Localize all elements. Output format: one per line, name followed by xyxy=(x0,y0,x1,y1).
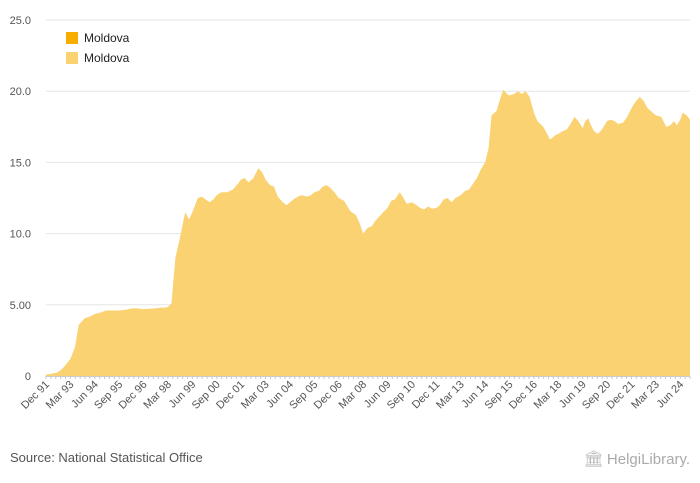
legend-item[interactable]: Moldova xyxy=(66,48,129,68)
x-tick-label: Mar 93 xyxy=(44,379,77,412)
x-tick-label: Mar 18 xyxy=(532,379,565,412)
brand-name: HelgiLibrary. xyxy=(606,450,690,468)
x-tick-label: Mar 08 xyxy=(337,379,370,412)
source-note: Source: National Statistical Office xyxy=(10,450,203,465)
y-tick-label: 0 xyxy=(25,371,31,383)
legend-label: Moldova xyxy=(84,51,130,65)
y-tick-label: 25.0 xyxy=(10,15,31,27)
x-axis-line xyxy=(45,376,691,379)
area-series[interactable] xyxy=(46,89,690,376)
area-layer xyxy=(46,89,690,376)
legend-label: Moldova xyxy=(84,31,130,45)
y-tick-label: 15.0 xyxy=(10,157,31,169)
x-tick-label: Jun 24 xyxy=(655,379,687,411)
brand-logo[interactable]: 🏛 HelgiLibrary. xyxy=(584,449,690,469)
library-building-icon: 🏛 xyxy=(583,451,604,468)
x-tick-label: Mar 23 xyxy=(629,379,662,412)
y-tick-label: 5.00 xyxy=(10,300,31,312)
y-tick-label: 20.0 xyxy=(10,86,31,98)
legend-swatch xyxy=(66,32,78,44)
legend: Moldova Moldova xyxy=(66,28,129,68)
x-tick-label: Mar 13 xyxy=(434,379,467,412)
x-tick-label: Mar 03 xyxy=(239,379,272,412)
legend-item[interactable]: Moldova xyxy=(66,28,129,48)
legend-swatch xyxy=(66,52,78,64)
y-axis-tick-labels: 0 5.00 10.0 15.0 20.0 25.0 xyxy=(10,15,31,383)
y-tick-label: 10.0 xyxy=(10,229,31,241)
x-tick-label: Mar 98 xyxy=(141,379,174,412)
